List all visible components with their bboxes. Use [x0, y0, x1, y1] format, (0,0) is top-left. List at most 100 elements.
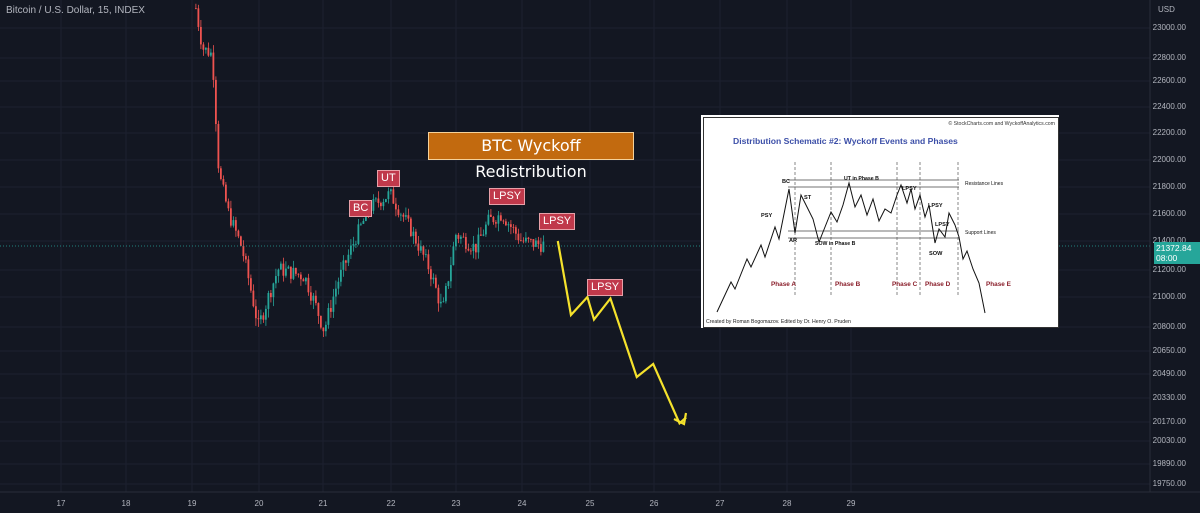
- candle-body: [462, 236, 465, 238]
- label-bc[interactable]: BC: [349, 200, 373, 217]
- candle-body: [509, 224, 512, 227]
- time-tick: 22: [386, 499, 396, 508]
- label-lpsy-3[interactable]: LPSY: [587, 279, 624, 296]
- label-ut[interactable]: UT: [377, 170, 400, 187]
- svg-text:Created by Roman Bogomazov. Ed: Created by Roman Bogomazov. Edited by Dr…: [706, 319, 851, 325]
- price-tick: 21000.00: [1152, 292, 1186, 301]
- candle-body: [212, 52, 215, 80]
- price-tick: 22600.00: [1152, 76, 1186, 85]
- candle-body: [287, 266, 290, 269]
- candle-body: [252, 290, 255, 307]
- candle-body: [319, 315, 322, 328]
- price-tick: 22000.00: [1152, 155, 1186, 164]
- candle-body: [272, 283, 275, 298]
- candle-body: [222, 179, 225, 185]
- svg-text:Resistance Lines: Resistance Lines: [965, 181, 1004, 187]
- currency-label: USD: [1158, 5, 1175, 14]
- candle-body: [349, 245, 352, 255]
- last-price-value: 21372.84: [1156, 243, 1192, 253]
- candle-body: [457, 234, 460, 239]
- candle-body: [422, 246, 425, 255]
- price-tick: 23000.00: [1152, 23, 1186, 32]
- svg-text:LPSY: LPSY: [928, 203, 943, 209]
- schematic-frame: [703, 117, 1059, 328]
- candle-body: [207, 47, 210, 56]
- svg-text:LPSY: LPSY: [935, 222, 950, 228]
- schematic-title: Distribution Schematic #2: Wyckoff Event…: [733, 136, 958, 146]
- candle-body: [452, 246, 455, 266]
- candle-body: [249, 278, 252, 291]
- candle-body: [504, 221, 507, 226]
- chart-title-box[interactable]: BTC Wyckoff Redistribution: [428, 132, 634, 181]
- candle-body: [297, 273, 300, 275]
- candle-body: [477, 234, 480, 253]
- svg-text:LPSY: LPSY: [902, 186, 917, 192]
- label-lpsy-1[interactable]: LPSY: [489, 188, 526, 205]
- projection-arrowhead: [673, 412, 688, 426]
- candle-body: [227, 201, 230, 209]
- candle-body: [414, 231, 417, 244]
- svg-text:Phase C: Phase C: [892, 281, 918, 288]
- candle-body: [454, 234, 457, 247]
- time-tick: 26: [649, 499, 659, 508]
- candle-body: [394, 203, 397, 210]
- candle-body: [532, 239, 535, 247]
- candle-body: [527, 237, 530, 240]
- candle-body: [539, 244, 542, 252]
- price-tick: 21600.00: [1152, 209, 1186, 218]
- time-tick: 24: [517, 499, 527, 508]
- price-tick: 20650.00: [1152, 346, 1186, 355]
- candle-body: [284, 268, 287, 276]
- candle-body: [432, 277, 435, 280]
- candle-body: [382, 201, 385, 207]
- candle-body: [534, 240, 537, 247]
- candle-body: [392, 189, 395, 204]
- candle-body: [312, 295, 315, 301]
- candle-body: [479, 234, 482, 236]
- price-tick: 19890.00: [1152, 459, 1186, 468]
- candle-body: [292, 267, 295, 279]
- candle-body: [322, 327, 325, 332]
- candle-body: [517, 233, 520, 241]
- candle-body: [512, 226, 515, 228]
- svg-text:Phase D: Phase D: [925, 281, 951, 288]
- candle-body: [387, 191, 390, 200]
- candle-body: [307, 277, 310, 293]
- svg-text:SOW: SOW: [929, 251, 943, 257]
- candle-body: [267, 293, 270, 309]
- candle-body: [257, 318, 260, 320]
- price-tick: 21400.00: [1152, 236, 1186, 245]
- candle-body: [262, 315, 265, 320]
- candle-body: [437, 287, 440, 304]
- svg-text:PSY: PSY: [761, 213, 772, 219]
- time-tick: 20: [254, 499, 264, 508]
- projection-path: [556, 240, 687, 426]
- price-tick: 22200.00: [1152, 128, 1186, 137]
- candle-body: [519, 240, 522, 242]
- svg-text:Phase A: Phase A: [771, 281, 796, 288]
- candle-body: [214, 79, 217, 125]
- candle-body: [542, 241, 545, 252]
- candle-body: [359, 223, 362, 225]
- candle-body: [277, 269, 280, 277]
- candle-body: [242, 245, 245, 257]
- time-tick: 29: [846, 499, 856, 508]
- time-tick: 25: [585, 499, 595, 508]
- candle-body: [537, 240, 540, 245]
- price-tick: 20330.00: [1152, 393, 1186, 402]
- candle-body: [337, 281, 340, 289]
- candle-body: [234, 220, 237, 231]
- candle-body: [474, 243, 477, 253]
- candle-body: [524, 237, 527, 242]
- candle-body: [374, 198, 377, 200]
- candle-body: [199, 26, 202, 45]
- candle-body: [402, 214, 405, 217]
- label-lpsy-2[interactable]: LPSY: [539, 213, 576, 230]
- candle-body: [469, 250, 472, 252]
- candle-body: [384, 199, 387, 202]
- candle-body: [522, 240, 525, 242]
- candle-body: [492, 216, 495, 223]
- candle-body: [404, 215, 407, 217]
- candle-body: [259, 315, 262, 320]
